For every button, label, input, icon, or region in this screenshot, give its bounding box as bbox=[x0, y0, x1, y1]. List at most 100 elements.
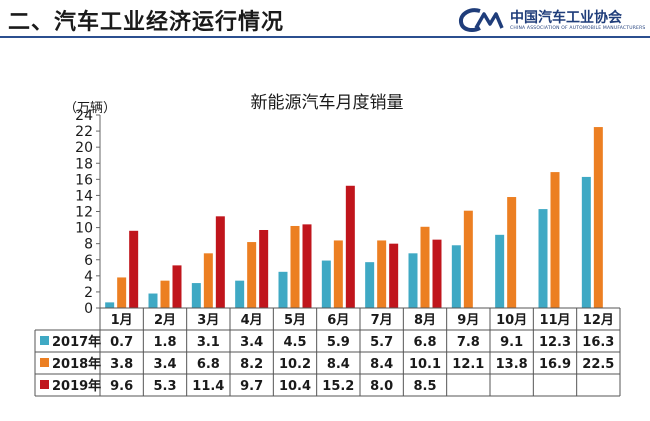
logo-text: 中国汽车工业协会 bbox=[510, 10, 622, 26]
data-label: 7.8 bbox=[457, 335, 480, 350]
data-label: 16.9 bbox=[539, 357, 571, 372]
bar-2018年-2月 bbox=[160, 280, 170, 308]
y-tick-label: 16 bbox=[75, 172, 93, 188]
x-tick-label: 7月 bbox=[371, 313, 393, 328]
x-tick-label: 8月 bbox=[414, 313, 436, 328]
bar-2018年-10月 bbox=[507, 197, 517, 308]
bar-2019年-1月 bbox=[129, 230, 139, 308]
data-label: 5.3 bbox=[153, 379, 176, 394]
x-tick-label: 6月 bbox=[327, 313, 349, 328]
x-tick-label: 10月 bbox=[496, 313, 527, 328]
x-tick-label: 1月 bbox=[111, 313, 133, 328]
y-axis-label: （万辆） bbox=[64, 101, 116, 116]
bar-2018年-1月 bbox=[117, 277, 127, 308]
header-divider bbox=[0, 36, 650, 38]
bar-2018年-5月 bbox=[290, 225, 300, 308]
data-label: 8.4 bbox=[370, 357, 393, 372]
bar-2019年-6月 bbox=[345, 185, 355, 308]
data-label: 3.4 bbox=[153, 357, 176, 372]
bar-2018年-6月 bbox=[333, 240, 343, 308]
data-label: 0.7 bbox=[110, 335, 133, 350]
slide-header: 二、汽车工业经济运行情况 中国汽车工业协会 CHINA ASSOCIATION … bbox=[0, 0, 650, 40]
bar-2018年-7月 bbox=[377, 240, 387, 308]
x-tick-label: 12月 bbox=[583, 313, 614, 328]
data-label: 9.1 bbox=[500, 335, 523, 350]
y-tick-label: 20 bbox=[75, 140, 93, 156]
data-label: 13.8 bbox=[496, 357, 528, 372]
y-tick-label: 14 bbox=[75, 188, 93, 204]
data-label: 9.6 bbox=[110, 379, 133, 394]
data-label: 5.7 bbox=[370, 335, 393, 350]
x-tick-label: 2月 bbox=[154, 313, 176, 328]
bar-2017年-11月 bbox=[538, 209, 548, 308]
bar-2018年-8月 bbox=[420, 226, 430, 308]
caam-logo-icon bbox=[458, 8, 504, 32]
data-label: 10.4 bbox=[279, 379, 311, 394]
bar-2017年-5月 bbox=[278, 271, 288, 308]
y-tick-label: 0 bbox=[84, 301, 93, 317]
data-label: 3.1 bbox=[197, 335, 220, 350]
bar-2017年-1月 bbox=[105, 302, 115, 308]
data-label: 16.3 bbox=[582, 335, 614, 350]
x-tick-label: 5月 bbox=[284, 313, 306, 328]
data-label: 12.3 bbox=[539, 335, 571, 350]
data-table: 1月 2月 3月 4月 5月 6月 7月 8月 9月 10月 11月 12月 2017年 0.7 1.8 3.… bbox=[34, 307, 621, 397]
legend-swatch bbox=[40, 336, 49, 345]
bar-2018年-4月 bbox=[247, 242, 257, 308]
data-label: 11.4 bbox=[192, 379, 224, 394]
y-tick-label: 8 bbox=[84, 237, 93, 253]
data-label: 8.0 bbox=[370, 379, 393, 394]
bar-2017年-8月 bbox=[408, 253, 418, 308]
bar-2018年-3月 bbox=[203, 253, 213, 308]
data-label: 9.7 bbox=[240, 379, 263, 394]
y-tick-label: 22 bbox=[75, 124, 93, 140]
data-label: 6.8 bbox=[197, 357, 220, 372]
data-label: 1.8 bbox=[153, 335, 176, 350]
data-label: 22.5 bbox=[582, 357, 614, 372]
y-tick-label: 10 bbox=[75, 221, 93, 237]
y-tick-label: 2 bbox=[84, 285, 93, 301]
data-label: 5.9 bbox=[327, 335, 350, 350]
data-label: 8.2 bbox=[240, 357, 263, 372]
data-label: 8.5 bbox=[413, 379, 436, 394]
legend-swatch bbox=[40, 358, 49, 367]
bar-2017年-9月 bbox=[451, 245, 461, 308]
slide-title: 二、汽车工业经济运行情况 bbox=[8, 10, 285, 35]
data-label: 4.5 bbox=[283, 335, 306, 350]
data-label: 3.8 bbox=[110, 357, 133, 372]
legend-swatch bbox=[40, 380, 49, 389]
y-tick-label: 24 bbox=[75, 108, 93, 124]
data-label: 12.1 bbox=[452, 357, 484, 372]
data-label: 10.1 bbox=[409, 357, 441, 372]
legend-label: 2018年 bbox=[52, 356, 101, 372]
data-label: 15.2 bbox=[322, 379, 354, 394]
bar-2017年-2月 bbox=[148, 293, 158, 308]
bar-2017年-12月 bbox=[581, 176, 591, 308]
bar-2019年-5月 bbox=[302, 224, 312, 308]
bar-2017年-10月 bbox=[495, 234, 505, 308]
data-label: 8.4 bbox=[327, 357, 350, 372]
data-label: 6.8 bbox=[413, 335, 436, 350]
y-tick-label: 4 bbox=[84, 269, 93, 285]
bar-2017年-6月 bbox=[321, 260, 331, 308]
bar-2019年-8月 bbox=[432, 239, 442, 308]
bar-2018年-12月 bbox=[593, 127, 603, 308]
caam-logo: 中国汽车工业协会 CHINA ASSOCIATION OF AUTOMOBILE… bbox=[458, 6, 648, 34]
chart-title: 新能源汽车月度销量 bbox=[251, 93, 404, 113]
logo-subtitle: CHINA ASSOCIATION OF AUTOMOBILE MANUFACT… bbox=[510, 26, 646, 31]
bar-2018年-9月 bbox=[463, 210, 473, 308]
bar-2017年-7月 bbox=[365, 262, 375, 308]
y-tick-label: 12 bbox=[75, 205, 93, 221]
data-label: 10.2 bbox=[279, 357, 311, 372]
bar-2017年-4月 bbox=[235, 280, 245, 308]
x-tick-label: 9月 bbox=[457, 313, 479, 328]
legend-label: 2019年 bbox=[52, 378, 101, 394]
bar-2019年-2月 bbox=[172, 265, 182, 308]
y-tick-label: 6 bbox=[84, 253, 93, 269]
bar-2019年-3月 bbox=[215, 216, 225, 308]
x-tick-label: 4月 bbox=[241, 313, 263, 328]
bar-2019年-7月 bbox=[389, 243, 399, 308]
x-tick-label: 11月 bbox=[539, 313, 570, 328]
